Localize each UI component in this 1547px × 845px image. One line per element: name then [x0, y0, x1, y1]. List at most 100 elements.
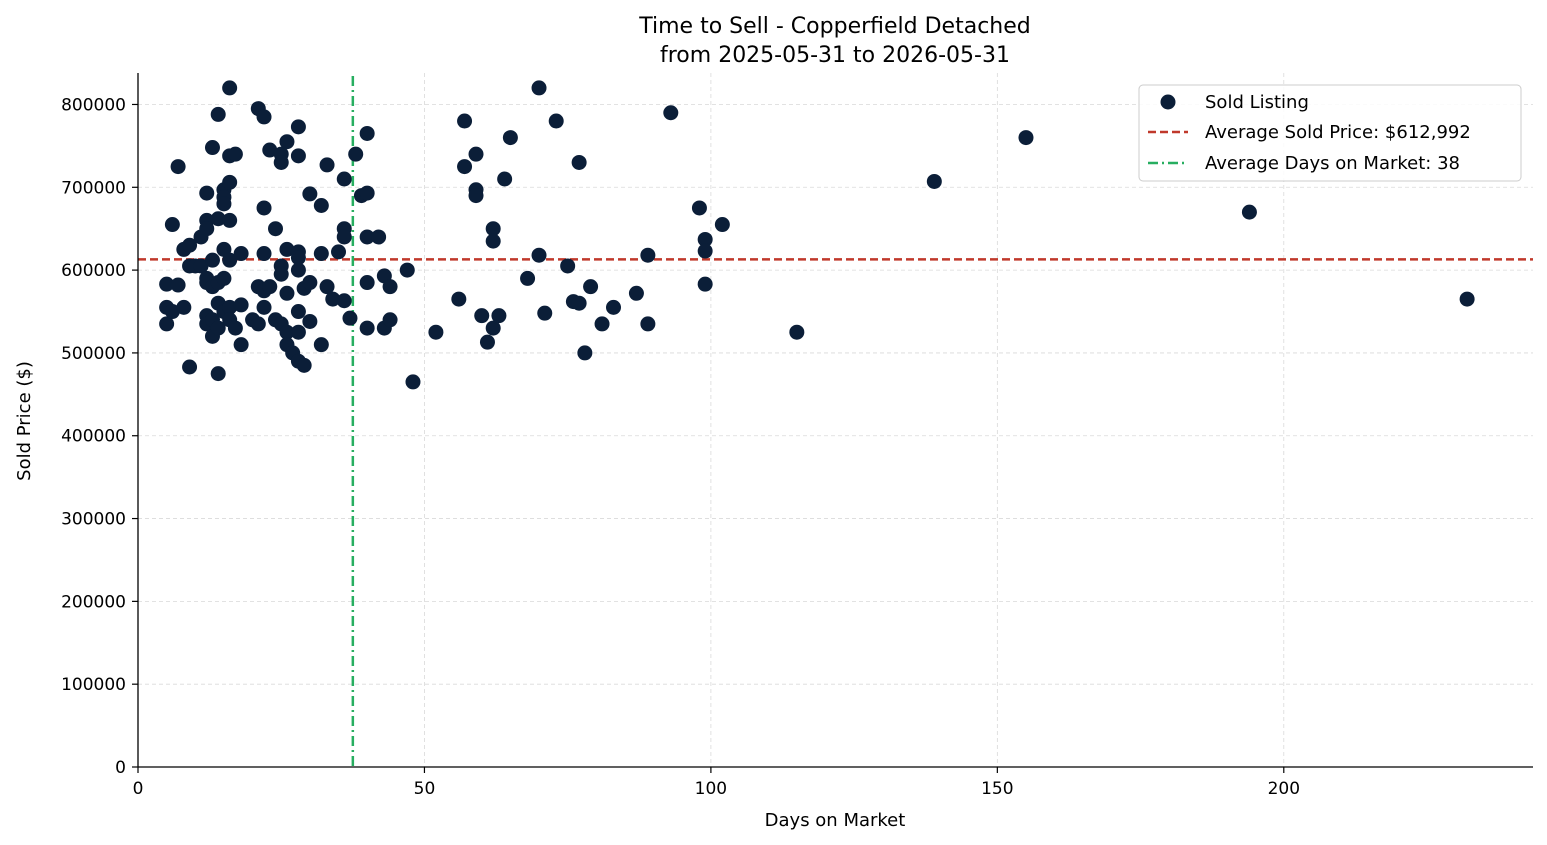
data-points: [159, 80, 1475, 390]
scatter-point: [273, 154, 289, 170]
tick-labels: 0 50 100 150 200 0 100000 200000 300000 400000 500…: [61, 95, 1300, 799]
scatter-point: [583, 279, 599, 295]
legend-label-average-price: Average Sold Price: $612,992: [1205, 122, 1471, 143]
scatter-point: [313, 198, 329, 214]
scatter-point: [262, 279, 278, 295]
scatter-point: [210, 106, 226, 122]
scatter-point: [256, 200, 272, 216]
scatter-point: [691, 200, 707, 216]
scatter-point: [628, 285, 644, 301]
scatter-point: [256, 109, 272, 125]
scatter-point: [497, 171, 513, 187]
x-tick-label: 100: [695, 779, 727, 799]
scatter-point: [697, 276, 713, 292]
scatter-point: [926, 173, 942, 189]
x-tick-label: 150: [981, 779, 1013, 799]
scatter-point: [319, 279, 335, 295]
y-tick-label: 700000: [61, 178, 126, 198]
scatter-point: [279, 285, 295, 301]
scatter-point: [789, 324, 805, 340]
scatter-point: [428, 324, 444, 340]
scatter-point: [159, 316, 175, 332]
y-tick-label: 200000: [61, 592, 126, 612]
scatter-point: [531, 247, 547, 263]
scatter-point: [302, 313, 318, 329]
scatter-point: [325, 291, 341, 307]
scatter-point: [485, 320, 501, 336]
scatter-point: [290, 262, 306, 278]
scatter-point: [222, 174, 238, 190]
scatter-point: [227, 320, 243, 336]
legend-box: [1138, 84, 1522, 182]
scatter-point: [290, 119, 306, 135]
scatter-point: [548, 113, 564, 129]
scatter-point: [296, 357, 312, 373]
scatter-point: [313, 246, 329, 262]
legend-marker-sold-listing: [1160, 94, 1176, 110]
scatter-point: [359, 320, 375, 336]
scatter-point: [457, 113, 473, 129]
scatter-point: [279, 134, 295, 150]
scatter-point: [359, 229, 375, 245]
scatter-point: [697, 243, 713, 259]
scatter-point: [571, 295, 587, 311]
scatter-point: [210, 320, 226, 336]
scatter-point: [479, 334, 495, 350]
y-axis-label: Sold Price ($): [14, 361, 35, 481]
scatter-point: [290, 304, 306, 320]
scatter-point: [204, 140, 220, 156]
scatter-point: [468, 146, 484, 162]
x-axis-label: Days on Market: [765, 810, 906, 831]
scatter-point: [182, 359, 198, 375]
y-tick-label: 800000: [61, 95, 126, 115]
scatter-point: [170, 159, 186, 175]
scatter-point: [697, 231, 713, 247]
scatter-point: [468, 188, 484, 204]
scatter-point: [405, 374, 421, 390]
y-tick-label: 600000: [61, 261, 126, 281]
scatter-point: [233, 246, 249, 262]
scatter-point: [1459, 291, 1475, 307]
x-tick-label: 50: [414, 779, 436, 799]
scatter-point: [199, 185, 215, 201]
scatter-point: [199, 221, 215, 237]
scatter-point: [250, 316, 266, 332]
scatter-point: [273, 266, 289, 282]
scatter-point: [216, 270, 232, 286]
scatter-point: [216, 196, 232, 212]
scatter-point: [451, 291, 467, 307]
scatter-point: [176, 299, 192, 315]
scatter-point: [474, 308, 490, 324]
scatter-point: [359, 275, 375, 291]
scatter-point: [1241, 204, 1257, 220]
scatter-point: [640, 247, 656, 263]
scatter-point: [302, 186, 318, 202]
scatter-point: [714, 217, 730, 233]
scatter-point: [594, 316, 610, 332]
y-tick-label: 100000: [61, 675, 126, 695]
scatter-point: [233, 297, 249, 313]
scatter-point: [279, 324, 295, 340]
scatter-point: [457, 159, 473, 175]
scatter-point: [485, 221, 501, 237]
reference-lines: [138, 76, 1533, 767]
scatter-point: [371, 229, 387, 245]
scatter-point: [256, 246, 272, 262]
scatter-point: [222, 299, 238, 315]
scatter-point: [159, 276, 175, 292]
scatter-point: [382, 279, 398, 295]
scatter-point: [290, 148, 306, 164]
scatter-point: [485, 233, 501, 249]
scatter-point: [336, 229, 352, 245]
scatter-point: [491, 308, 507, 324]
scatter-point: [222, 212, 238, 228]
scatter-point: [222, 80, 238, 96]
scatter-point: [359, 125, 375, 141]
scatter-point: [222, 252, 238, 268]
chart-subtitle: from 2025-05-31 to 2026-05-31: [660, 43, 1010, 68]
axes: [137, 73, 1533, 768]
scatter-point: [571, 154, 587, 170]
legend-label-average-days: Average Days on Market: 38: [1205, 153, 1460, 174]
chart-title: Time to Sell - Copperfield Detached: [638, 14, 1030, 39]
scatter-point: [164, 217, 180, 233]
